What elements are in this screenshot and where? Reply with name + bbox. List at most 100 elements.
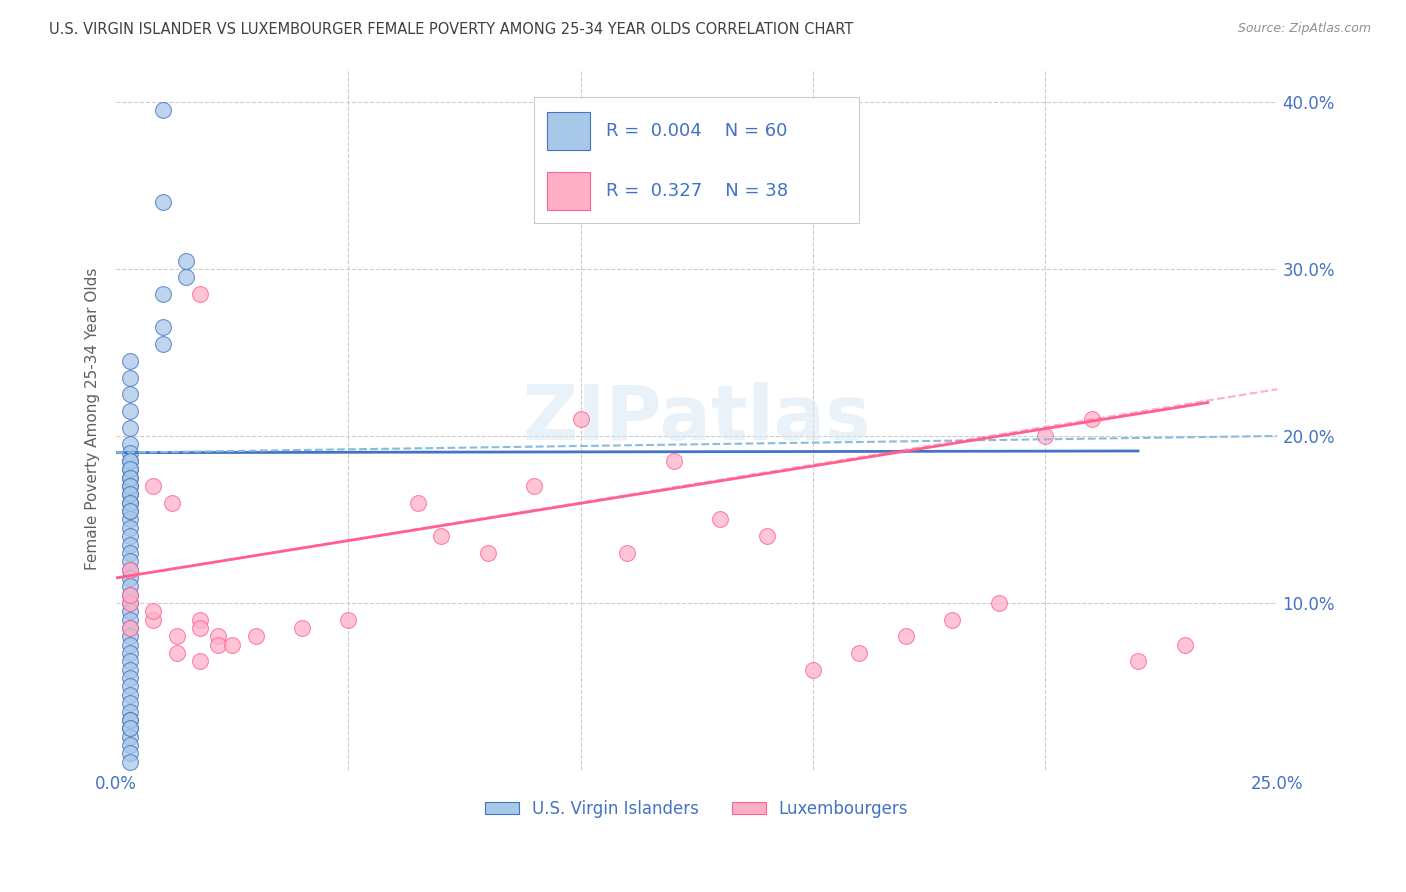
Point [120, 621, 142, 635]
Point [120, 713, 142, 727]
Point [120, 571, 142, 585]
Point [120, 755, 142, 769]
Point [120, 738, 142, 752]
Point [120, 604, 142, 618]
Point [120, 721, 142, 735]
Point [120, 713, 142, 727]
Point [120, 454, 142, 468]
Point [523, 479, 546, 493]
Point [120, 437, 142, 451]
Point [120, 462, 142, 476]
Point [120, 512, 142, 526]
Point [174, 270, 197, 285]
Point [848, 646, 870, 660]
Point [188, 287, 211, 301]
Point [337, 613, 360, 627]
Point [801, 663, 824, 677]
Point [120, 721, 142, 735]
Point [120, 487, 142, 501]
Point [120, 629, 142, 643]
Point [152, 287, 174, 301]
Point [120, 671, 142, 685]
Point [1173, 638, 1195, 652]
Point [120, 563, 142, 577]
Point [120, 479, 142, 493]
Text: Source: ZipAtlas.com: Source: ZipAtlas.com [1237, 22, 1371, 36]
Point [152, 103, 174, 118]
Point [120, 537, 142, 551]
Point [207, 629, 229, 643]
Point [174, 253, 197, 268]
Point [120, 387, 142, 401]
Point [120, 613, 142, 627]
Point [477, 546, 499, 560]
Point [120, 638, 142, 652]
Text: ZIPatlas: ZIPatlas [523, 383, 872, 457]
Point [142, 613, 165, 627]
Point [120, 705, 142, 719]
Point [120, 504, 142, 518]
Point [120, 588, 142, 602]
Point [160, 496, 183, 510]
Point [120, 588, 142, 602]
Point [120, 596, 142, 610]
Point [987, 596, 1010, 610]
Point [120, 445, 142, 459]
Point [120, 696, 142, 710]
Point [120, 563, 142, 577]
Point [662, 454, 685, 468]
Point [120, 688, 142, 702]
Point [941, 613, 963, 627]
Point [221, 638, 243, 652]
Point [152, 337, 174, 351]
Point [142, 479, 165, 493]
Point [894, 629, 917, 643]
Point [120, 747, 142, 761]
Point [1033, 429, 1056, 443]
Point [120, 529, 142, 543]
Point [569, 412, 592, 426]
Text: U.S. VIRGIN ISLANDER VS LUXEMBOURGER FEMALE POVERTY AMONG 25-34 YEAR OLDS CORREL: U.S. VIRGIN ISLANDER VS LUXEMBOURGER FEM… [49, 22, 853, 37]
Point [120, 730, 142, 744]
Point [755, 529, 778, 543]
Point [120, 646, 142, 660]
Point [120, 353, 142, 368]
Point [120, 487, 142, 501]
Point [120, 454, 142, 468]
Point [152, 320, 174, 334]
Point [152, 195, 174, 210]
Point [120, 404, 142, 418]
Point [120, 596, 142, 610]
Point [120, 496, 142, 510]
Point [120, 554, 142, 568]
Point [709, 512, 731, 526]
Point [120, 462, 142, 476]
Point [166, 646, 188, 660]
Legend: U.S. Virgin Islanders, Luxembourgers: U.S. Virgin Islanders, Luxembourgers [478, 794, 915, 825]
Point [120, 546, 142, 560]
Y-axis label: Female Poverty Among 25-34 Year Olds: Female Poverty Among 25-34 Year Olds [86, 268, 100, 571]
Point [120, 680, 142, 694]
Point [188, 613, 211, 627]
Point [245, 629, 267, 643]
Point [120, 471, 142, 485]
Point [120, 579, 142, 593]
Point [120, 420, 142, 434]
Point [1126, 655, 1149, 669]
Point [430, 529, 453, 543]
Point [166, 629, 188, 643]
Point [616, 546, 638, 560]
Point [207, 638, 229, 652]
Point [120, 496, 142, 510]
Point [142, 604, 165, 618]
Point [120, 370, 142, 384]
Point [120, 655, 142, 669]
Point [120, 663, 142, 677]
Point [188, 621, 211, 635]
Point [120, 621, 142, 635]
Point [291, 621, 314, 635]
Point [120, 521, 142, 535]
Point [120, 479, 142, 493]
Point [188, 655, 211, 669]
Point [406, 496, 429, 510]
